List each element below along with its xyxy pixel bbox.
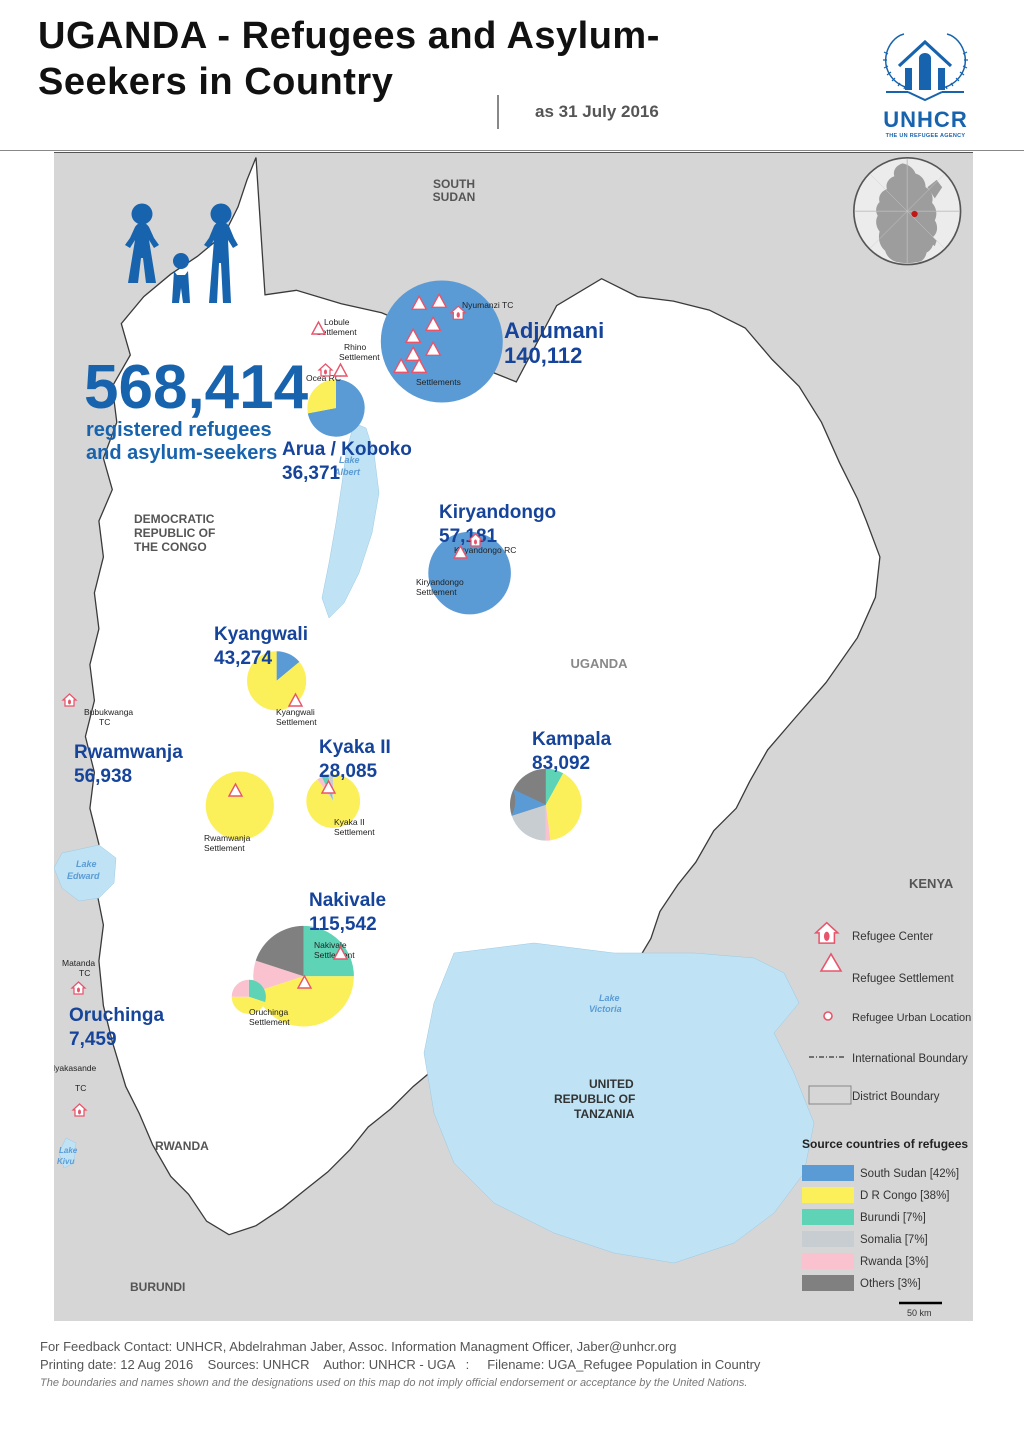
svg-text:50 km: 50 km [907, 1308, 932, 1318]
svg-text:registered refugees: registered refugees [86, 419, 272, 441]
svg-text:Nyakasande: Nyakasande [54, 1063, 97, 1073]
svg-text:Kyangwali: Kyangwali [276, 707, 315, 717]
svg-text:Kivu: Kivu [57, 1157, 74, 1166]
svg-text:Kyaka II: Kyaka II [319, 737, 391, 758]
svg-text:Kiryandongo: Kiryandongo [439, 502, 556, 523]
svg-text:28,085: 28,085 [319, 761, 378, 782]
svg-text:BURUNDI: BURUNDI [130, 1280, 185, 1294]
svg-text:140,112: 140,112 [504, 343, 582, 368]
svg-text:Settlement: Settlement [339, 352, 380, 362]
svg-text:THE CONGO: THE CONGO [134, 540, 207, 554]
svg-text:Settlement: Settlement [334, 827, 375, 837]
svg-text:Refugee Center: Refugee Center [852, 931, 933, 943]
svg-text:Rwamwanja: Rwamwanja [204, 833, 251, 843]
svg-text:Bubukwanga: Bubukwanga [84, 707, 133, 717]
svg-text:TANZANIA: TANZANIA [574, 1107, 635, 1121]
svg-text:SUDAN: SUDAN [433, 190, 476, 204]
svg-text:568,414: 568,414 [84, 353, 309, 422]
svg-text:83,092: 83,092 [532, 753, 590, 774]
svg-text:DEMOCRATIC: DEMOCRATIC [134, 512, 215, 526]
svg-text:Kampala: Kampala [532, 729, 612, 750]
svg-text:Matanda: Matanda [62, 958, 95, 968]
svg-text:Rwamwanja: Rwamwanja [74, 742, 183, 763]
svg-text:Refugee Urban Location: Refugee Urban Location [852, 1012, 971, 1024]
svg-text:Lake: Lake [76, 859, 97, 869]
svg-text:REPUBLIC OF: REPUBLIC OF [554, 1092, 635, 1106]
svg-text:7,459: 7,459 [69, 1029, 117, 1050]
svg-text:Refugee Settlement: Refugee Settlement [852, 973, 954, 985]
svg-text:Settlement: Settlement [416, 587, 457, 597]
svg-text:TC: TC [99, 717, 110, 727]
svg-text:UNITED: UNITED [589, 1077, 634, 1091]
svg-text:Lake: Lake [59, 1146, 78, 1155]
svg-text:District Boundary: District Boundary [852, 1091, 940, 1103]
svg-text:Rwanda [3%]: Rwanda [3%] [860, 1256, 928, 1268]
svg-text:Settlements: Settlements [416, 377, 461, 387]
svg-text:SOUTH: SOUTH [433, 177, 475, 191]
svg-text:43,274: 43,274 [214, 648, 273, 669]
svg-text:D R Congo [38%]: D R Congo [38%] [860, 1190, 950, 1202]
svg-text:Oruchinga: Oruchinga [69, 1005, 164, 1026]
svg-text:56,938: 56,938 [74, 766, 132, 787]
svg-text:Victoria: Victoria [589, 1004, 622, 1014]
svg-text:TC: TC [79, 968, 90, 978]
svg-text:Oruchinga: Oruchinga [249, 1007, 288, 1017]
svg-text:36,371: 36,371 [282, 463, 341, 484]
svg-text:57,181: 57,181 [439, 526, 498, 547]
svg-text:Settlement: Settlement [276, 717, 317, 727]
svg-text:Lake: Lake [599, 993, 620, 1003]
svg-text:KENYA: KENYA [909, 876, 954, 891]
svg-text:REPUBLIC OF: REPUBLIC OF [134, 526, 215, 540]
svg-text:Others [3%]: Others [3%] [860, 1278, 921, 1290]
svg-text:Source countries of refugees: Source countries of refugees [802, 1137, 968, 1151]
svg-text:RWANDA: RWANDA [155, 1139, 209, 1153]
svg-text:Kiryandongo: Kiryandongo [416, 577, 464, 587]
svg-text:Somalia [7%]: Somalia [7%] [860, 1234, 928, 1246]
svg-text:UGANDA: UGANDA [570, 656, 628, 671]
svg-text:Lobule: Lobule [324, 317, 350, 327]
svg-text:Burundi [7%]: Burundi [7%] [860, 1212, 926, 1224]
svg-text:Kyangwali: Kyangwali [214, 624, 308, 645]
svg-text:and asylum-seekers: and asylum-seekers [86, 442, 277, 464]
svg-text:Arua / Koboko: Arua / Koboko [282, 439, 412, 460]
svg-text:South Sudan [42%]: South Sudan [42%] [860, 1168, 959, 1180]
svg-text:Edward: Edward [67, 871, 100, 881]
svg-text:Nyumanzi TC: Nyumanzi TC [462, 300, 513, 310]
svg-text:Adjumani: Adjumani [504, 318, 604, 343]
svg-text:TC: TC [75, 1083, 86, 1093]
svg-text:International Boundary: International Boundary [852, 1053, 968, 1065]
svg-text:Rhino: Rhino [344, 342, 366, 352]
svg-text:Settlement: Settlement [249, 1017, 290, 1027]
svg-text:115,542: 115,542 [309, 914, 377, 935]
svg-text:Settlement: Settlement [204, 843, 245, 853]
svg-text:Nakivale: Nakivale [309, 890, 386, 911]
svg-text:Kyaka II: Kyaka II [334, 817, 365, 827]
